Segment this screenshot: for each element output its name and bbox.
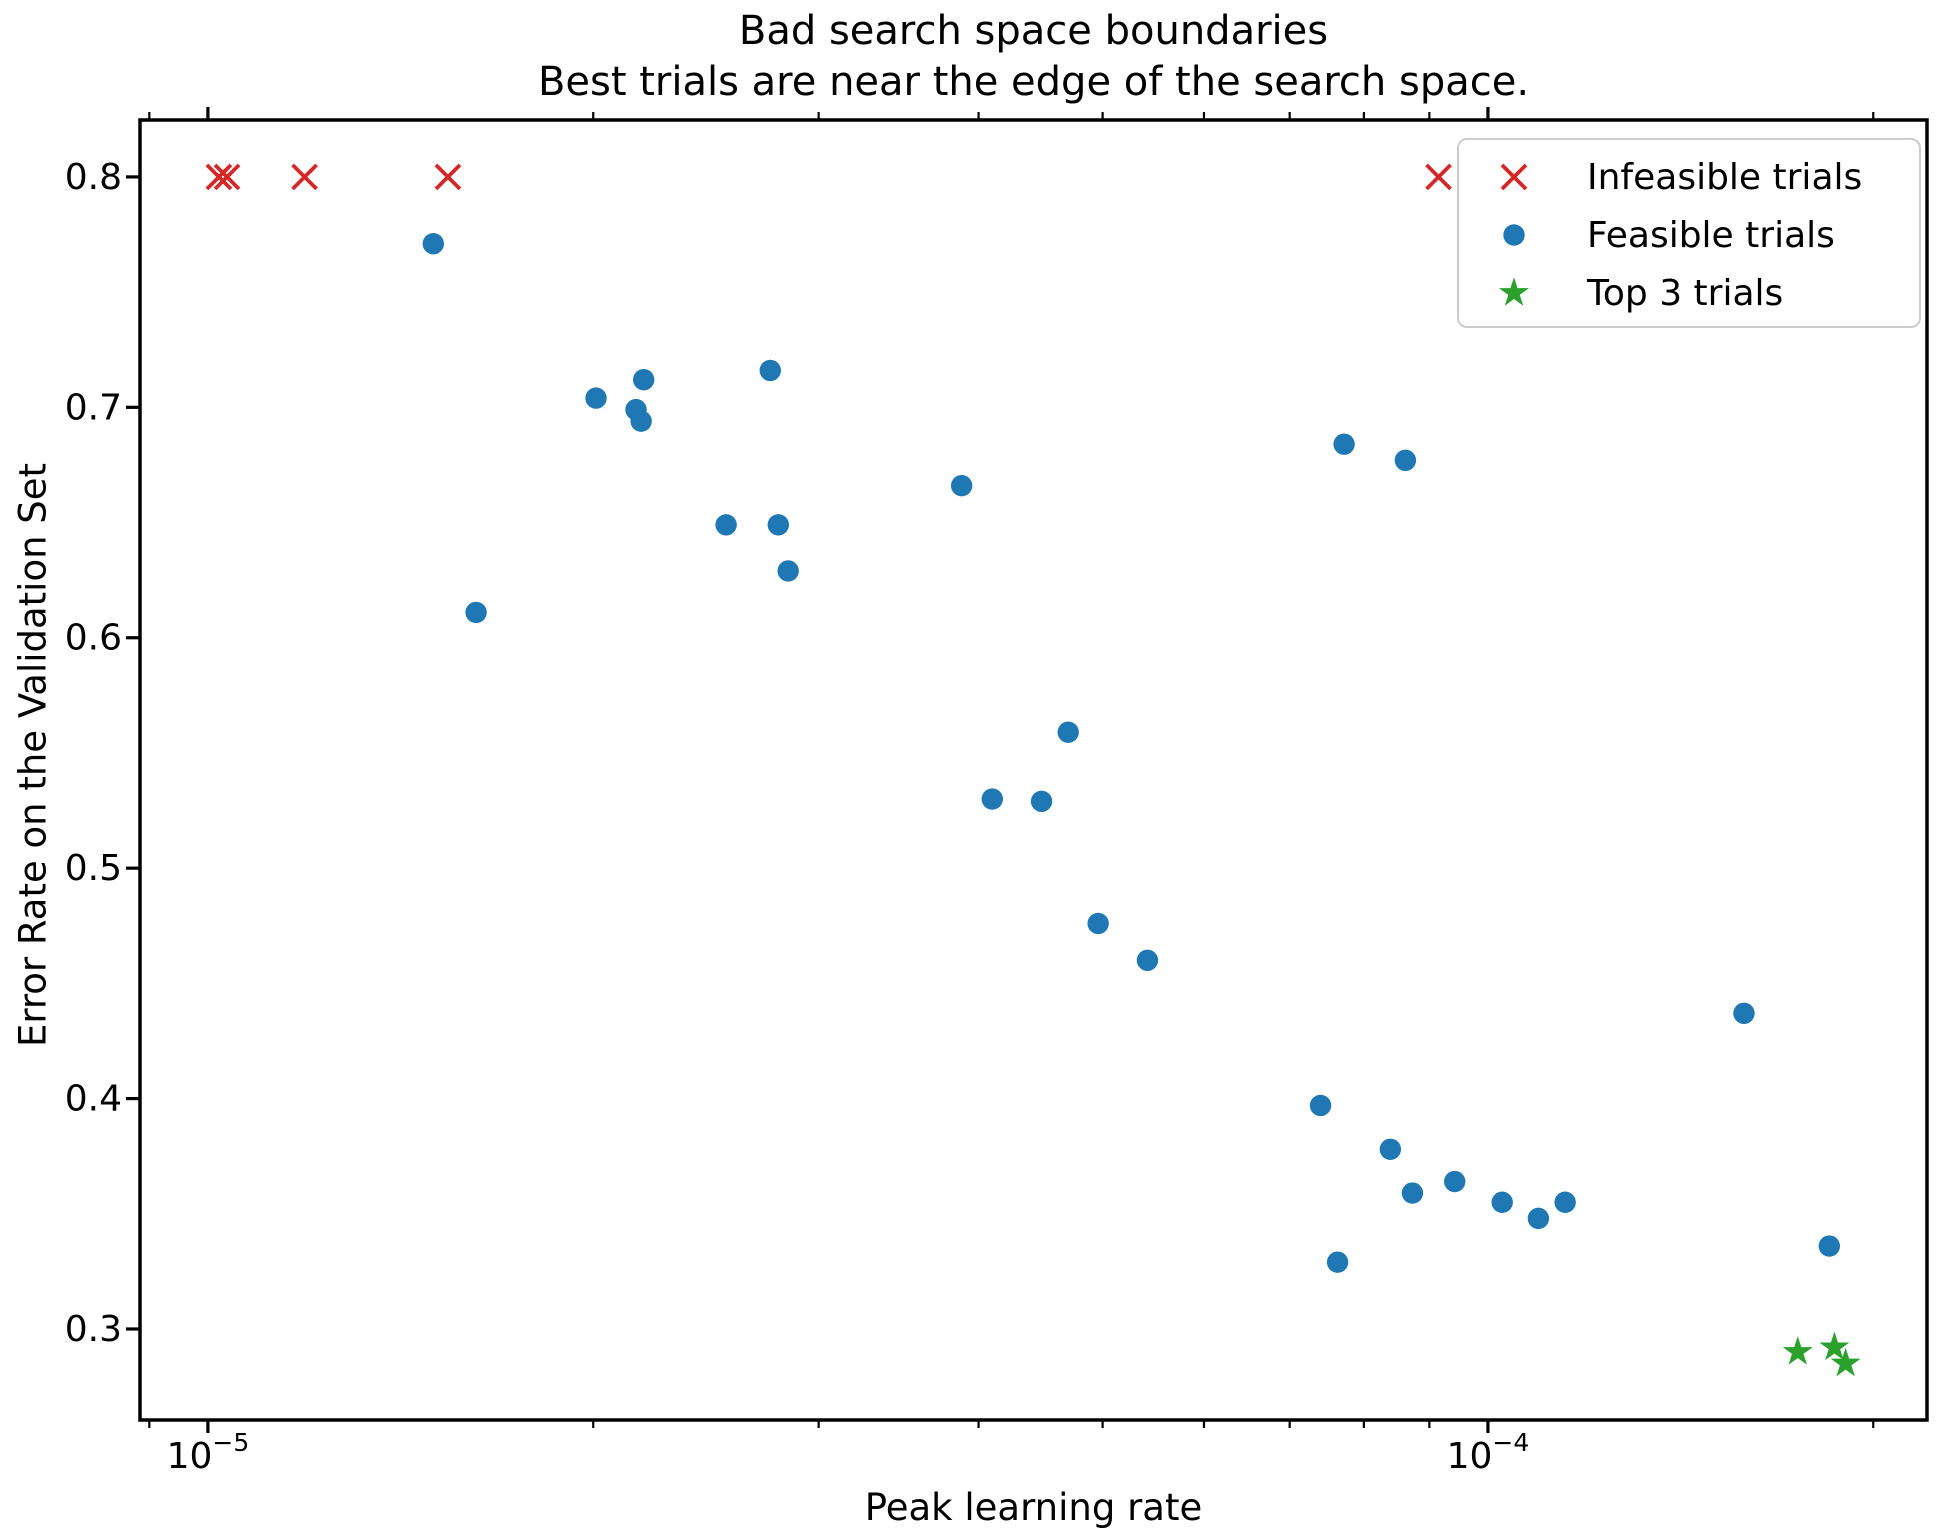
data-point-feasible: [465, 601, 487, 624]
data-point-feasible: [715, 514, 737, 536]
data-point-feasible: [1379, 1138, 1402, 1160]
legend-item-top3: Top 3 trials: [1459, 264, 1919, 322]
circle-marker-glyph: [1503, 224, 1525, 246]
data-point-feasible: [1136, 949, 1159, 972]
legend-label-top3: Top 3 trials: [1587, 272, 1784, 314]
data-point-feasible: [1527, 1207, 1550, 1230]
data-point-feasible: [632, 368, 655, 391]
axes-spines: [138, 118, 1929, 1422]
series-top3: [1782, 1331, 1861, 1377]
data-point-feasible: [1401, 1182, 1424, 1204]
data-point-feasible: [981, 788, 1003, 810]
star-marker-icon: [1498, 277, 1530, 306]
data-point-feasible: [585, 387, 607, 409]
data-point-feasible: [630, 410, 652, 432]
x-marker-glyph: [1500, 163, 1528, 191]
x-marker-icon: [1500, 163, 1528, 191]
data-point-feasible: [777, 560, 799, 582]
legend-item-feasible: Feasible trials: [1459, 206, 1919, 264]
legend-label-feasible: Feasible trials: [1587, 214, 1835, 256]
data-point-feasible: [1818, 1235, 1841, 1257]
series-feasible: [422, 233, 1841, 1273]
data-point-top3: [1782, 1336, 1813, 1365]
data-point-infeasible: [213, 163, 241, 191]
data-point-feasible: [1057, 721, 1079, 743]
x-tick-label: 10−5: [167, 1428, 250, 1477]
y-tick-label: 0.7: [65, 387, 122, 428]
chart-title-line2: Best trials are near the edge of the sea…: [537, 59, 1530, 105]
data-point-feasible: [950, 474, 973, 497]
data-point-infeasible: [291, 163, 318, 191]
x-axis-label: Peak learning rate: [864, 1486, 1203, 1529]
data-point-infeasible: [205, 163, 233, 191]
data-point-infeasible: [1425, 163, 1452, 191]
data-point-feasible: [1087, 912, 1109, 935]
circle-marker-icon: [1503, 224, 1525, 246]
legend-label-infeasible: Infeasible trials: [1587, 156, 1863, 198]
data-point-top3: [1819, 1331, 1850, 1361]
chart-title: Bad search space boundaries Best trials …: [140, 6, 1927, 108]
data-point-feasible: [1394, 449, 1417, 472]
data-point-feasible: [1326, 1251, 1349, 1273]
data-point-feasible: [1491, 1191, 1513, 1213]
series-infeasible: [205, 163, 1452, 191]
data-point-feasible: [767, 514, 789, 536]
data-point-feasible: [759, 359, 781, 382]
chart-title-line1: Bad search space boundaries: [738, 8, 1329, 54]
y-axis-label: Error Rate on the Validation Set: [11, 462, 55, 1048]
y-tick-label: 0.8: [65, 157, 122, 198]
y-tick-label: 0.6: [65, 618, 122, 659]
data-point-top3: [1830, 1347, 1861, 1377]
legend-item-infeasible: Infeasible trials: [1459, 148, 1919, 206]
y-tick-label: 0.3: [65, 1309, 122, 1350]
data-point-feasible: [1333, 433, 1355, 455]
data-point-feasible: [1733, 1002, 1755, 1025]
data-point-feasible: [1444, 1170, 1466, 1193]
data-point-feasible: [422, 233, 445, 255]
data-point-feasible: [1309, 1094, 1332, 1117]
legend: Infeasible trials Feasible trials Top 3 …: [1457, 138, 1921, 328]
star-marker-glyph: [1498, 277, 1530, 306]
y-tick-label: 0.5: [65, 848, 122, 889]
y-tick-label: 0.4: [65, 1079, 122, 1120]
data-point-feasible: [1030, 790, 1053, 813]
data-point-feasible: [1554, 1191, 1576, 1213]
data-point-infeasible: [434, 163, 462, 191]
x-tick-label: 10−4: [1447, 1428, 1530, 1477]
